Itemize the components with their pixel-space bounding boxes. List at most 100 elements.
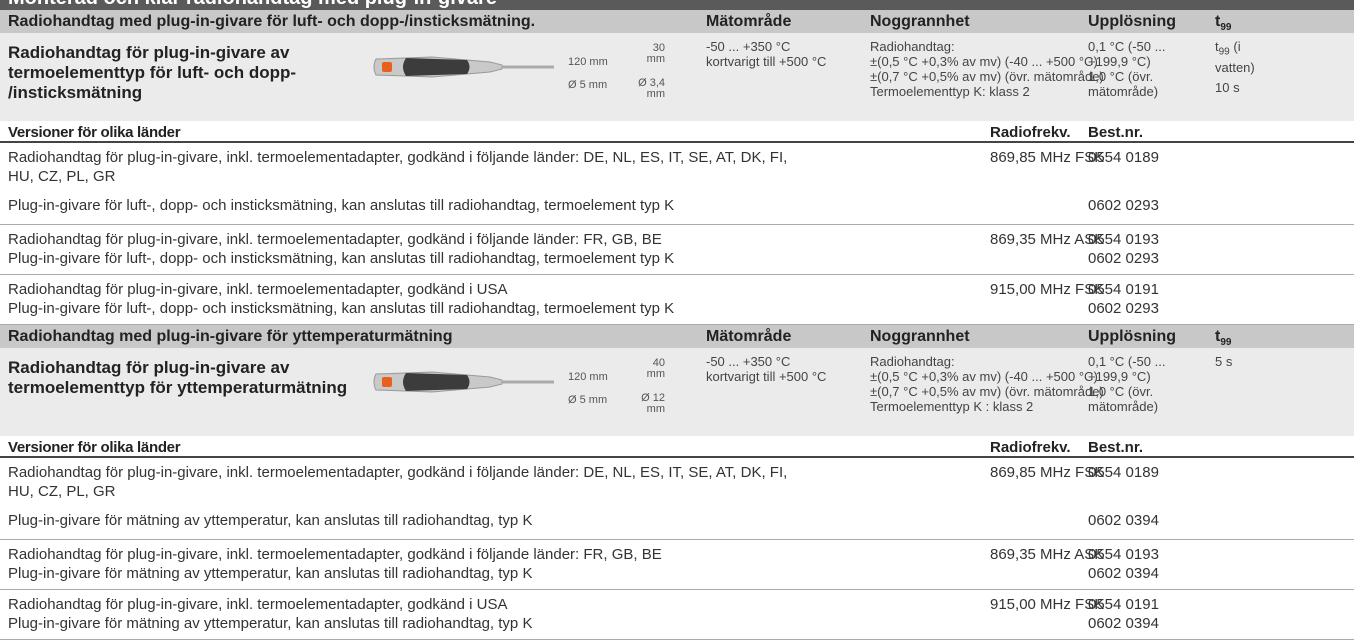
text-line: kortvarigt till +500 °C	[706, 54, 826, 69]
version-group: Radiohandtag för plug-in-givare, inkl. t…	[0, 225, 1354, 275]
text-line: 1,0 °C (övr.	[1088, 384, 1165, 399]
text-line: Radiohandtag för plug-in-givare av	[8, 358, 347, 378]
order-number: 0602 0293	[1088, 250, 1159, 267]
order-number: 0602 0394	[1088, 565, 1159, 582]
order-number: 0554 0189	[1088, 149, 1159, 166]
t99-value: 10 s	[1215, 80, 1255, 95]
version-line: Plug-in-givare för luft-, dopp- och inst…	[0, 300, 1354, 319]
t99: 5 s	[1215, 354, 1232, 369]
version-group: Radiohandtag för plug-in-givare, inkl. t…	[0, 540, 1354, 590]
text-line: mätområde)	[1088, 399, 1165, 414]
text-line: +199,9 °C)	[1088, 54, 1165, 69]
text-line: ±(0,5 °C +0,3% av mv) (-40 ... +500 °C)	[870, 54, 1104, 69]
text-line: kortvarigt till +500 °C	[706, 369, 826, 384]
t99-value: 5 s	[1215, 354, 1232, 369]
probe-image-box	[372, 47, 557, 92]
version-text: Radiohandtag för plug-in-givare, inkl. t…	[8, 464, 787, 481]
version-text: Plug-in-givare för mätning av yttemperat…	[8, 565, 532, 582]
version-text: HU, CZ, PL, GR	[8, 168, 116, 185]
dim-diameter: Ø 5 mm	[568, 80, 607, 91]
dim-length: 120 mm	[568, 372, 608, 383]
text-line: mm	[638, 89, 665, 100]
accuracy: Radiohandtag:±(0,5 °C +0,3% av mv) (-40 …	[870, 354, 1104, 414]
version-text: Plug-in-givare för luft-, dopp- och inst…	[8, 197, 674, 214]
text-line: termoelementtyp för luft- och dopp-	[8, 63, 296, 83]
text-line: 0,1 °C (-50 ...	[1088, 354, 1165, 369]
version-line: HU, CZ, PL, GR	[0, 168, 1354, 187]
order-number: 0602 0293	[1088, 197, 1159, 214]
version-line: Plug-in-givare för luft-, dopp- och inst…	[0, 250, 1354, 269]
t99-note: (i	[1233, 39, 1240, 54]
text-line: mätområde)	[1088, 84, 1165, 99]
dim-diameter: Ø 5 mm	[568, 395, 607, 406]
text-line: Termoelementtyp K : klass 2	[870, 399, 1104, 414]
version-text: HU, CZ, PL, GR	[8, 483, 116, 500]
text-line: mm	[641, 404, 665, 415]
text-line: ±(0,7 °C +0,5% av mv) (övr. mätområde)	[870, 69, 1104, 84]
page-title: Monterad och klar radiohandtag med plug-…	[8, 0, 497, 10]
order-number: 0602 0394	[1088, 615, 1159, 632]
column-header: Best.nr.	[1088, 439, 1143, 456]
section-title: Radiohandtag med plug-in-givare för ytte…	[8, 328, 452, 346]
versions-title: Versioner för olika länder	[8, 439, 180, 456]
version-line: Plug-in-givare för mätning av yttemperat…	[0, 615, 1354, 634]
resolution: 0,1 °C (-50 ...+199,9 °C)1,0 °C (övr.mät…	[1088, 39, 1165, 99]
t-subscript: 99	[1220, 337, 1231, 348]
version-line: Radiohandtag för plug-in-givare, inkl. t…	[0, 546, 1354, 565]
column-header: Best.nr.	[1088, 124, 1143, 141]
version-line: Plug-in-givare för mätning av yttemperat…	[0, 565, 1354, 584]
dim-tip: Ø 3,4mm	[638, 78, 665, 100]
version-line: Radiohandtag för plug-in-givare, inkl. t…	[0, 596, 1354, 615]
column-header: Radiofrekv.	[990, 124, 1071, 141]
probe-image	[372, 47, 557, 87]
order-number: 0554 0191	[1088, 596, 1159, 613]
text-line: Radiohandtag:	[870, 39, 1104, 54]
version-group: Radiohandtag för plug-in-givare, inkl. t…	[0, 458, 1354, 540]
section-header: Radiohandtag med plug-in-givare för ytte…	[0, 325, 1354, 348]
text-line: ±(0,5 °C +0,3% av mv) (-40 ... +500 °C)	[870, 369, 1104, 384]
dim-probe-length: 40mm	[647, 358, 665, 380]
text-line: -50 ... +350 °C	[706, 354, 826, 369]
version-line: Plug-in-givare för luft-, dopp- och inst…	[0, 197, 1354, 216]
order-number: 0554 0193	[1088, 546, 1159, 563]
accuracy: Radiohandtag:±(0,5 °C +0,3% av mv) (-40 …	[870, 39, 1104, 99]
t-subscript: 99	[1220, 22, 1231, 33]
product-name: Radiohandtag för plug-in-givare avtermoe…	[8, 43, 296, 103]
dim-tip: Ø 12mm	[641, 393, 665, 415]
text-line: mm	[647, 54, 665, 65]
text-line: Radiohandtag:	[870, 354, 1104, 369]
version-line: Radiohandtag för plug-in-givare, inkl. t…	[0, 281, 1354, 300]
text-line: t99 (i	[1215, 39, 1255, 60]
order-number: 0602 0394	[1088, 512, 1159, 529]
resolution: 0,1 °C (-50 ...+199,9 °C)1,0 °C (övr.mät…	[1088, 354, 1165, 414]
version-text: Plug-in-givare för mätning av yttemperat…	[8, 512, 532, 529]
versions-title: Versioner för olika länder	[8, 124, 180, 141]
version-text: Plug-in-givare för mätning av yttemperat…	[8, 615, 532, 632]
version-text: Radiohandtag för plug-in-givare, inkl. t…	[8, 596, 507, 613]
text-line: 1,0 °C (övr.	[1088, 69, 1165, 84]
text-line: /insticksmätning	[8, 83, 296, 103]
content: Radiohandtag med plug-in-givare för luft…	[0, 10, 1354, 640]
version-text: Radiohandtag för plug-in-givare, inkl. t…	[8, 546, 662, 563]
column-header: Noggrannhet	[870, 13, 970, 31]
column-header: t99	[1215, 13, 1231, 33]
version-line: Radiohandtag för plug-in-givare, inkl. t…	[0, 464, 1354, 483]
order-number: 0554 0193	[1088, 231, 1159, 248]
t-subscript: 99	[1219, 47, 1230, 58]
version-text: Plug-in-givare för luft-, dopp- och inst…	[8, 300, 674, 317]
column-header: t99	[1215, 328, 1231, 348]
column-header: Noggrannhet	[870, 328, 970, 346]
section-title: Radiohandtag med plug-in-givare för luft…	[8, 13, 535, 31]
page-body: Monterad och klar radiohandtag med plug-…	[0, 0, 1354, 642]
version-text: Plug-in-givare för luft-, dopp- och inst…	[8, 250, 674, 267]
text-line: termoelementtyp för yttemperaturmätning	[8, 378, 347, 398]
column-header: Upplösning	[1088, 328, 1176, 346]
